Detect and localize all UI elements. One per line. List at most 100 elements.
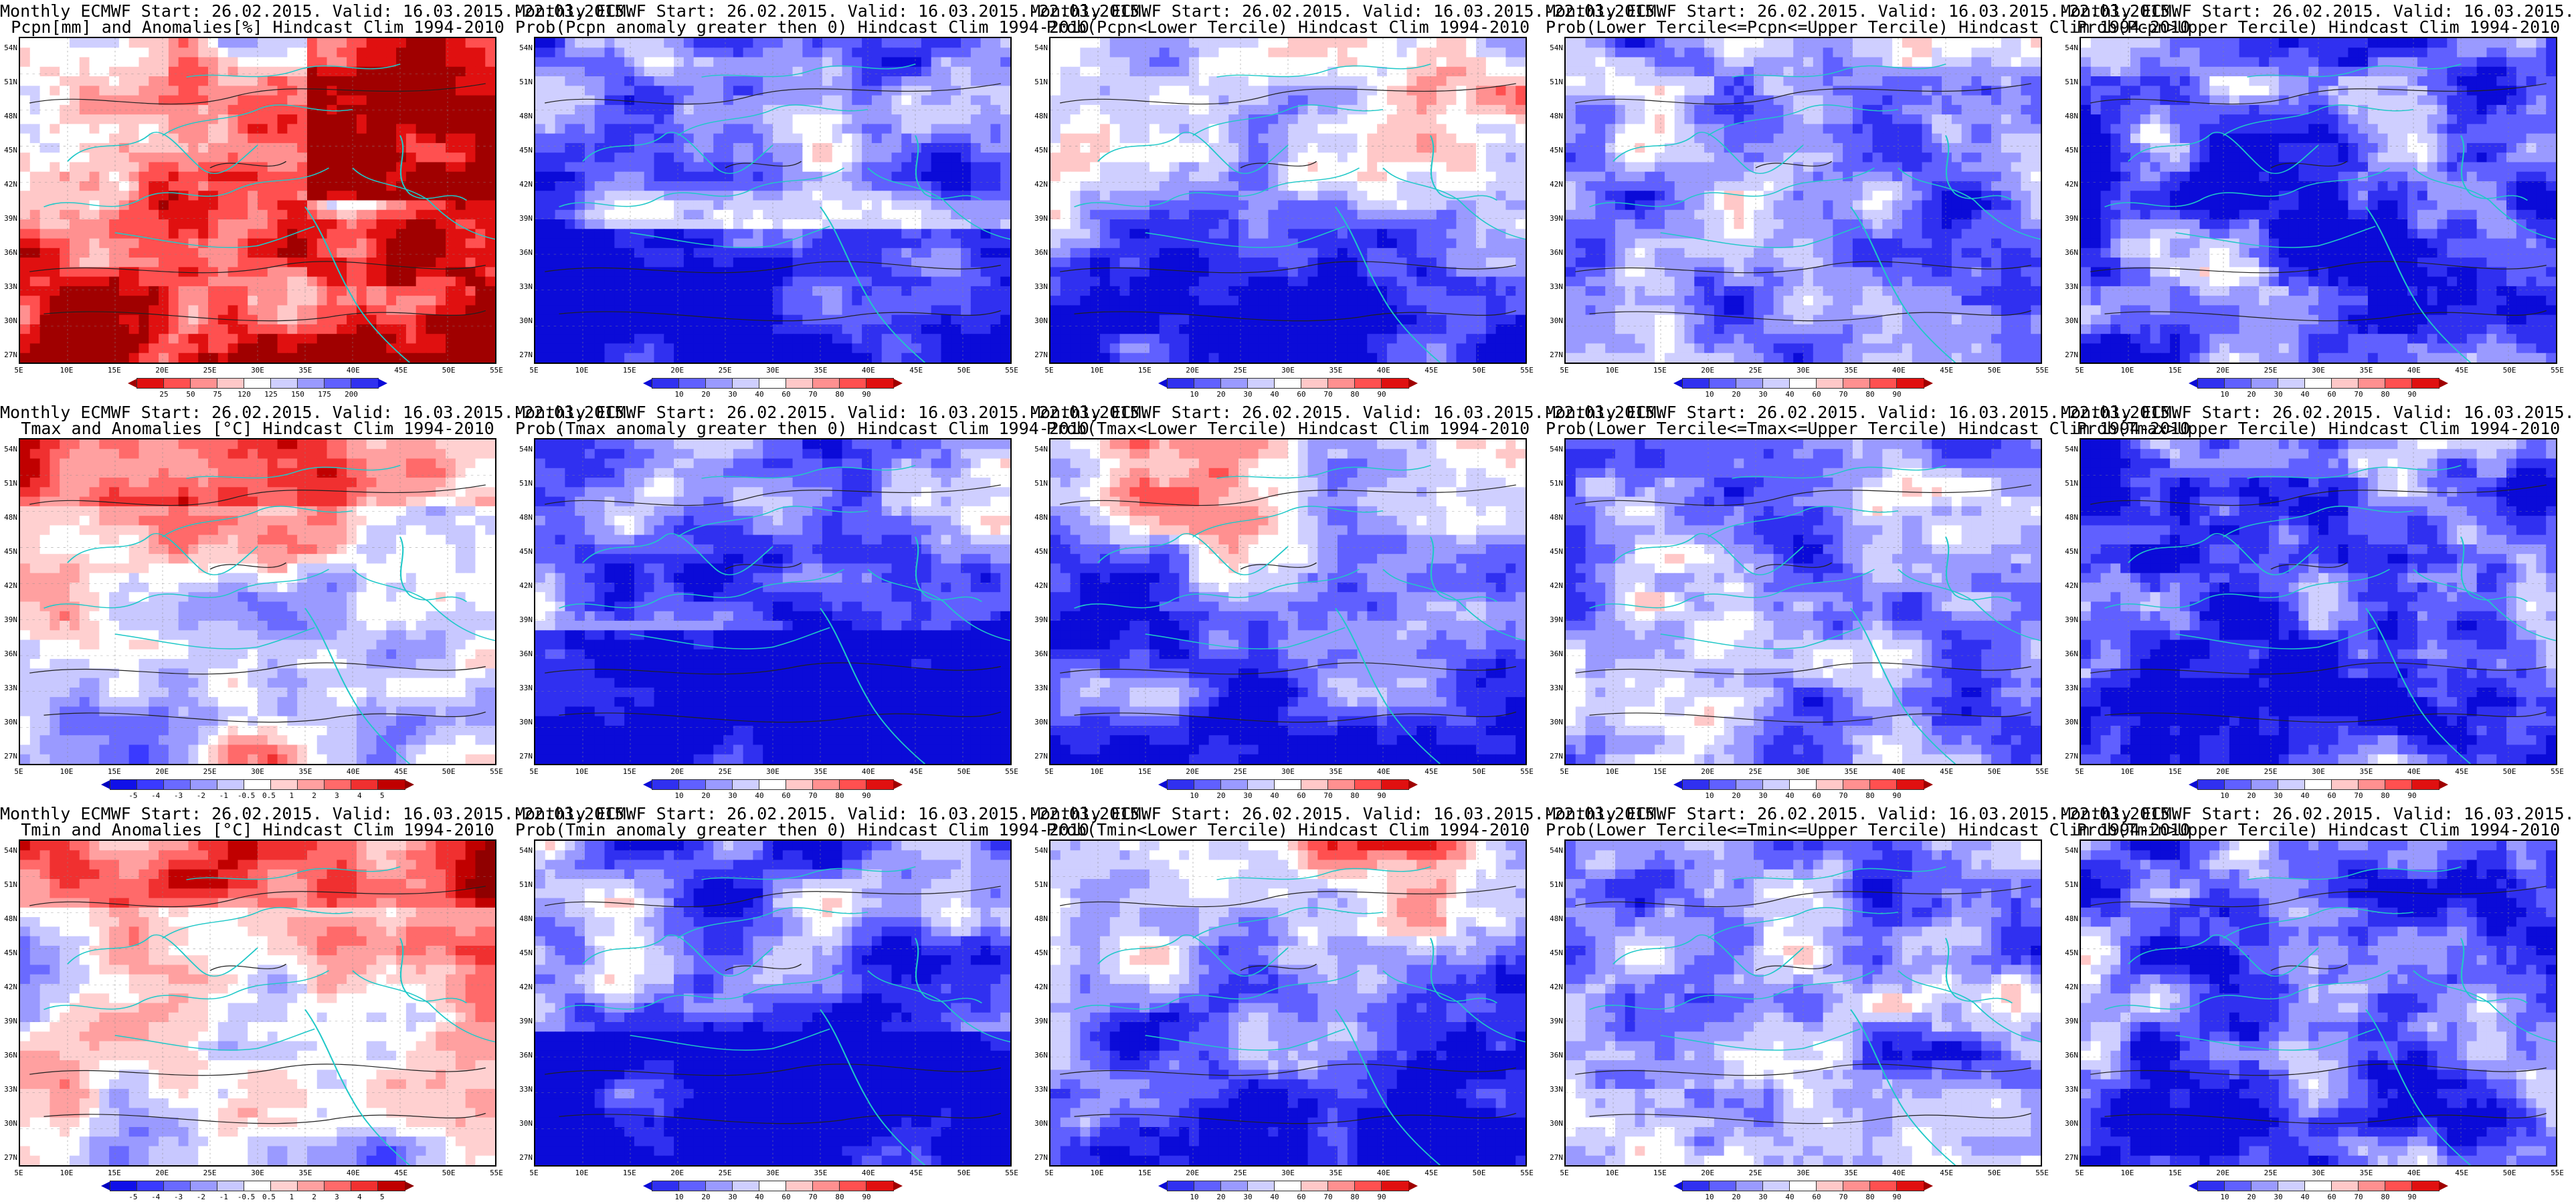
lon-label: 50E [442,767,456,776]
lon-label: 55E [1005,1169,1018,1177]
colorbar-tick-label: 40 [2300,791,2309,800]
lon-label: 10E [1090,366,1103,375]
lon-label: 20E [1701,1169,1714,1177]
lat-label: 30N [1546,316,1563,325]
coastline [914,938,983,1004]
contour-line [29,83,486,105]
colorbar-tick-label: 3 [335,791,339,800]
lat-label: 54N [515,445,533,454]
coastline [43,970,330,1010]
colorbar-segment [812,378,840,389]
panel-title-line2: Prob(Tmin anomaly greater then 0) Hindca… [515,821,1089,839]
lat-label: 36N [1546,649,1563,658]
lon-label: 55E [1005,767,1018,776]
contour-line [29,1064,486,1076]
coastline [1097,131,1289,175]
contour-line [545,1064,1002,1076]
colorbar-segment [2251,1181,2279,1191]
lat-label: 51N [515,880,533,889]
colorbar-segment [652,779,680,790]
lon-label: 10E [2120,767,2134,776]
lat-label: 51N [2061,880,2078,889]
lat-label: 54N [515,43,533,52]
lat-label: 27N [1030,350,1048,359]
colorbar-segment [2385,378,2413,389]
lon-label: 55E [1005,366,1018,375]
field-map [1566,439,2041,764]
coastline [186,64,401,78]
colorbar-tick-label: 70 [808,1193,817,1201]
map-panel: Monthly ECMWF Start: 26.02.2015. Valid: … [2061,803,2576,1204]
colorbar-tick-label: 40 [1270,390,1279,399]
coastline [1216,64,1431,78]
colorbar-arrow-right [893,780,903,789]
lon-label: 10E [575,1169,588,1177]
lon-label: 30E [1797,366,1810,375]
lon-label: 35E [814,767,827,776]
lon-label: 15E [2169,366,2182,375]
contour-line [1574,886,2032,908]
colorbar-arrow-left [643,780,652,789]
colorbar-segment [1869,779,1898,790]
map-panel: Monthly ECMWF Start: 26.02.2015. Valid: … [0,401,634,803]
lon-label: 5E [1560,1169,1568,1177]
lon-label: 50E [1988,767,2001,776]
panel-title-line2: Tmax and Anomalies [°C] Hindcast Clim 19… [0,420,515,437]
lon-label: 40E [2407,1169,2421,1177]
lon-label: 10E [1090,767,1103,776]
coastline [67,131,258,175]
coastline [867,970,1010,1043]
colorbar-tick-label: 1 [289,791,294,800]
colorbar-segment [244,378,272,389]
contour-line [43,310,486,322]
lon-label: 10E [1605,767,1619,776]
colorbar-segment [2411,378,2440,389]
lon-label: 35E [2359,366,2373,375]
colorbar-tick-label: 80 [1350,1193,1359,1201]
contour-line [1074,711,1517,723]
colorbar: 25 50 75 120 125 150 175 200 [128,378,387,399]
lat-label: 36N [1030,1051,1048,1060]
colorbar-tick-label: 200 [345,390,358,399]
colorbar-segment [190,378,218,389]
lat-label: 39N [0,1017,17,1025]
colorbar-segment [1381,779,1409,790]
panel-title-line2: Prob(Tmax anomaly greater then 0) Hindca… [515,420,1089,437]
colorbar: -5 -4 -3 -2 -1 -0.5 0.5 1 2 3 4 5 [101,1181,414,1201]
lat-label: 42N [1546,983,1563,991]
panel-title-line1: Monthly ECMWF Start: 26.02.2015. Valid: … [2061,404,2576,421]
colorbar-segment [324,1181,352,1191]
colorbar-tick-label: 60 [781,390,790,399]
lon-label: 50E [2503,1169,2516,1177]
colorbar-segment [1709,1181,1737,1191]
coastline [677,506,868,538]
map-panel: Monthly ECMWF Start: 26.02.2015. Valid: … [1030,803,1665,1204]
colorbar-segment [1194,378,1222,389]
field-map [1050,439,1526,764]
lat-label: 30N [2061,316,2078,325]
colorbar-tick-label: -3 [174,791,183,800]
colorbar-segment [2358,779,2386,790]
lon-label: 15E [1653,1169,1667,1177]
colorbar-tick-label: 90 [862,791,870,800]
coastline [2365,206,2472,363]
colorbar: 10 20 30 40 60 70 80 90 [2189,1181,2448,1201]
lat-label: 54N [1546,846,1563,855]
map-panel: Monthly ECMWF Start: 26.02.2015. Valid: … [0,803,634,1204]
coastline [867,167,1010,240]
map-frame [2080,438,2557,765]
colorbar-tick-label: 20 [701,791,710,800]
map-frame [2080,839,2557,1167]
coastline [114,225,315,248]
coastline [1898,569,2041,641]
lon-label: 50E [442,366,456,375]
colorbar: -5 -4 -3 -2 -1 -0.5 0.5 1 2 3 4 5 [101,779,414,800]
coastline [2365,607,2472,764]
lat-label: 27N [1030,752,1048,761]
colorbar-segment [732,1181,760,1191]
coastline [2104,970,2391,1010]
contour-line [1059,484,1517,506]
lon-label: 50E [957,1169,971,1177]
contour-line [725,562,802,570]
colorbar: 10 20 30 40 60 70 80 90 [2189,779,2448,800]
